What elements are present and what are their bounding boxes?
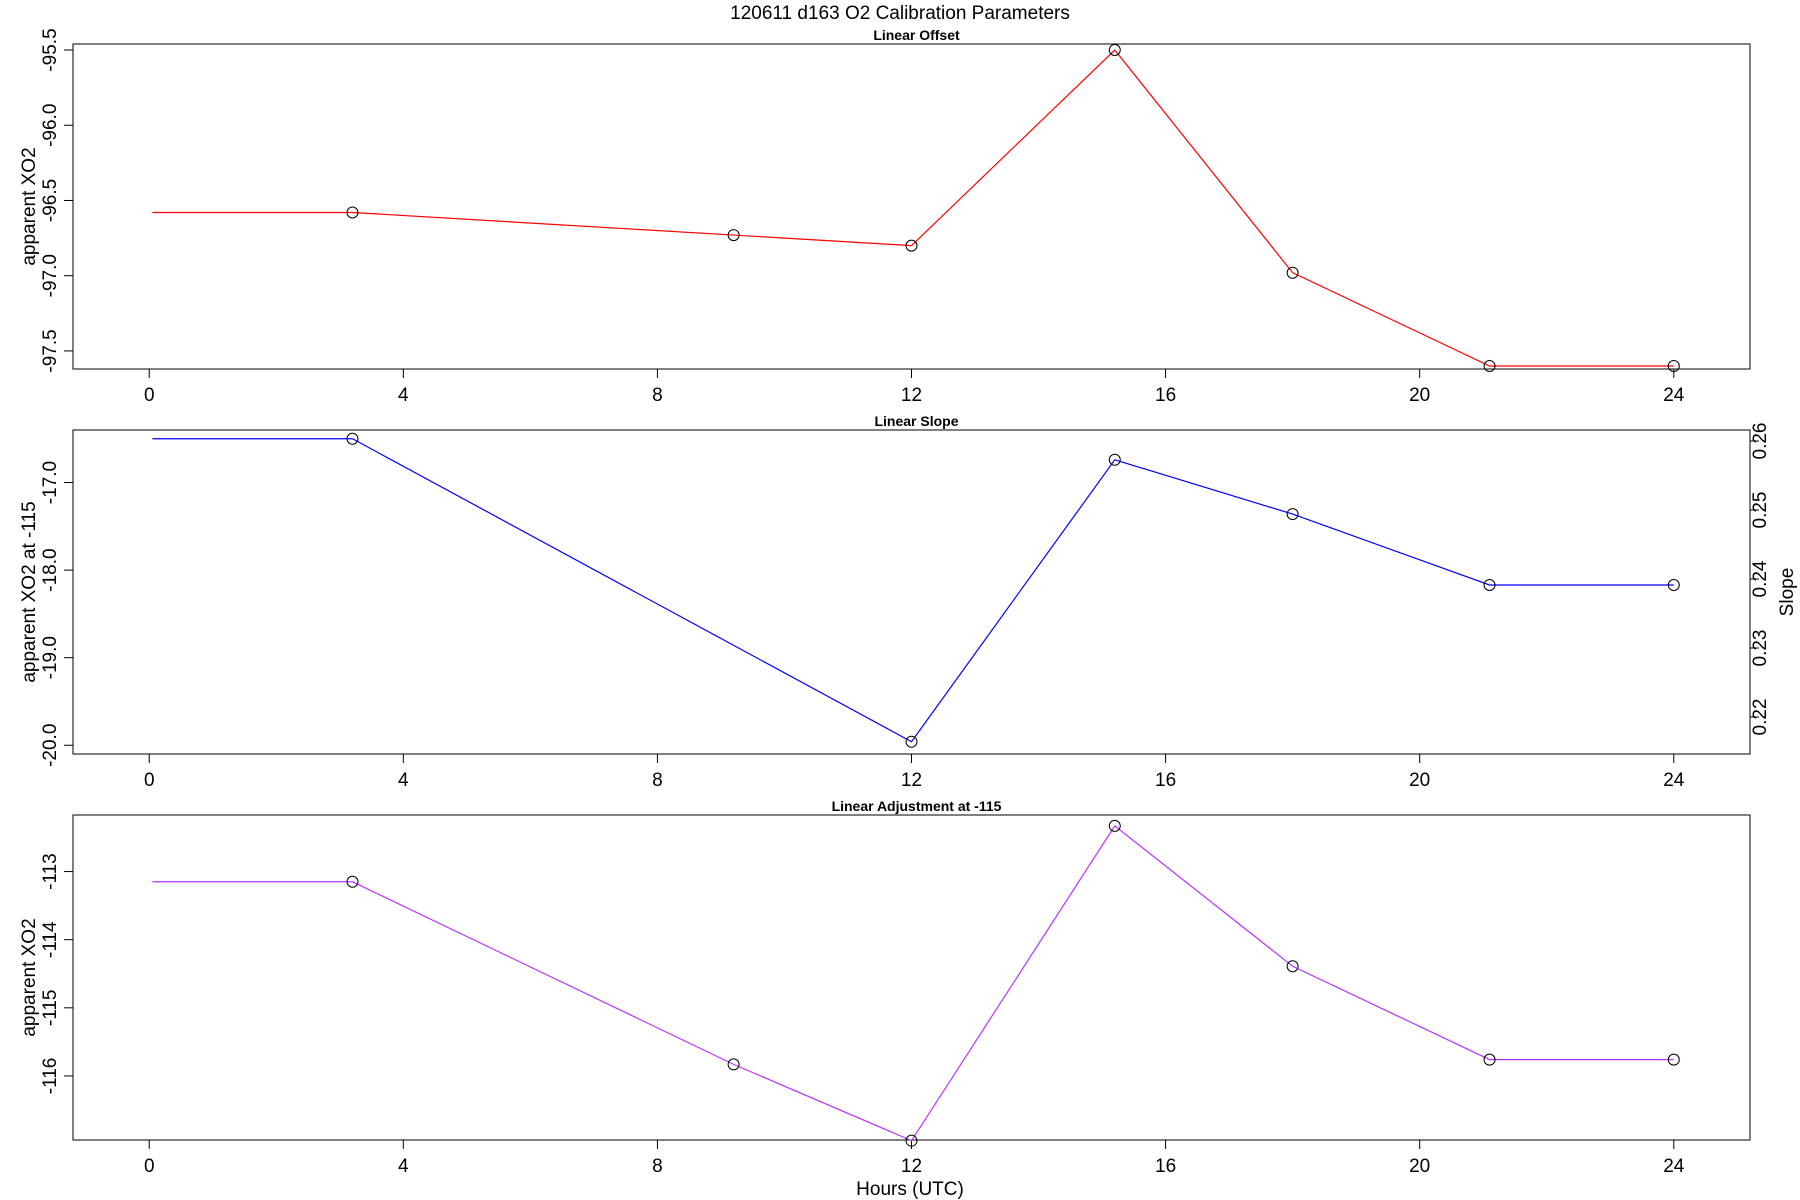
y-tick-label: -17.0 [40,461,61,504]
data-point-marker [346,432,359,445]
data-point-marker [1483,578,1496,591]
data-point-marker [1483,1053,1496,1066]
y-tick-label: -96.0 [40,104,61,147]
data-point-marker [346,875,359,888]
x-axis-label: Hours (UTC) [856,1179,964,1200]
x-tick-label: 24 [1663,385,1685,406]
y-axis-label: apparent XO2 at -115 [19,501,40,682]
plot-frame [72,814,1751,1141]
data-point-marker [1286,960,1299,973]
y-tick-label: -97.5 [40,329,61,372]
x-tick-label: 20 [1409,1156,1430,1177]
y-tick-label: -95.5 [40,28,61,71]
x-tick-label: 4 [398,1156,409,1177]
data-point-marker [1667,578,1680,591]
right-y-tick-label: 0.22 [1750,699,1771,736]
x-tick-label: 16 [1155,770,1176,791]
x-tick-label: 16 [1155,1156,1176,1177]
x-tick-label: 12 [901,1156,922,1177]
data-point-marker [1286,508,1299,521]
data-point-marker [905,239,918,252]
data-point-marker [905,735,918,748]
x-tick-label: 4 [398,385,409,406]
x-tick-label: 0 [144,770,155,791]
panel-adjustment: Linear Adjustment at -115 0 4 8 12 16 20 24 -113… [19,798,1751,1177]
data-point-marker [1667,359,1680,372]
x-tick-label: 8 [652,1156,663,1177]
panel-slope: Linear Slope 0 4 8 12 16 20 24 -17.0 -18.0 -19.0 -2… [19,413,1798,791]
plot-frame [72,429,1751,755]
x-tick-label: 20 [1409,770,1430,791]
y-tick-label: -96.5 [40,179,61,222]
data-point-marker [1483,359,1496,372]
data-point-marker [1286,266,1299,279]
data-point-marker [1108,453,1121,466]
y-tick-label: -116 [40,1058,61,1095]
y-tick-label: -115 [40,990,61,1027]
right-y-tick-label: 0.23 [1750,630,1771,667]
y-tick-label: -20.0 [40,724,61,767]
y-tick-label: -19.0 [40,636,61,679]
x-tick-label: 12 [901,385,922,406]
series-line [152,49,1674,367]
figure-title: 120611 d163 O2 Calibration Parameters [730,3,1070,24]
data-point-marker [1108,44,1121,57]
x-tick-label: 8 [652,385,663,406]
x-tick-label: 4 [398,770,409,791]
x-tick-label: 8 [652,770,663,791]
data-point-marker [1108,819,1121,832]
y-tick-label: -114 [40,921,61,958]
x-tick-label: 16 [1155,385,1176,406]
panel-title: Linear Slope [874,413,958,429]
data-point-marker [1667,1053,1680,1066]
x-tick-label: 12 [901,770,922,791]
right-y-tick-label: 0.25 [1750,492,1771,529]
x-tick-label: 20 [1409,385,1430,406]
right-y-tick-label: 0.24 [1750,560,1771,597]
y-tick-label: -113 [40,853,61,890]
y-tick-label: -97.0 [40,254,61,297]
data-point-marker [905,1134,918,1147]
data-point-marker [727,229,740,242]
y-tick-label: -18.0 [40,548,61,591]
plot-frame [72,43,1751,370]
x-tick-label: 0 [144,385,155,406]
y-axis-label: apparent XO2 [19,147,40,265]
series-line [152,825,1674,1142]
data-point-marker [727,1058,740,1071]
panel-title: Linear Adjustment at -115 [832,798,1002,814]
panel-offset: Linear Offset 0 4 8 12 16 20 24 -95.5 -96.0 -96.5 -… [19,27,1751,406]
x-tick-label: 24 [1663,1156,1685,1177]
x-tick-label: 0 [144,1156,155,1177]
x-tick-label: 24 [1663,770,1685,791]
right-y-tick-label: 0.26 [1750,423,1771,460]
y-axis-label: apparent XO2 [19,918,40,1036]
right-axis-label: Slope [1777,568,1798,617]
series-line [152,438,1674,743]
panel-title: Linear Offset [873,27,960,43]
data-point-marker [346,206,359,219]
